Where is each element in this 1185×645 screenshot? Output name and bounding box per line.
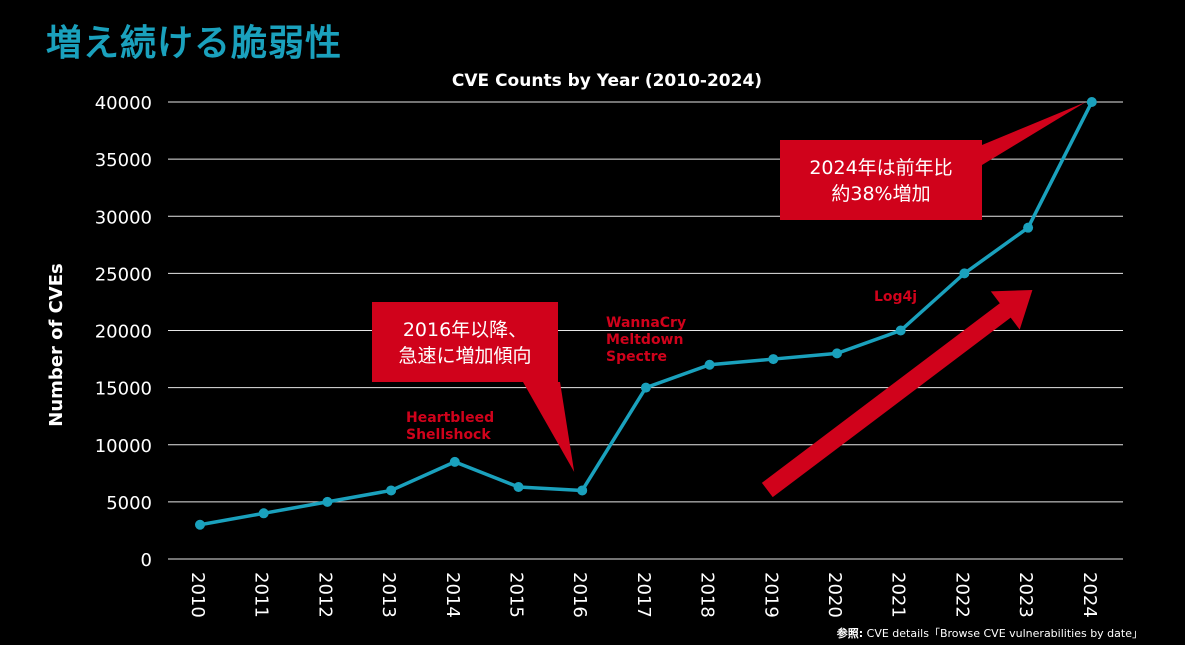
callout-line: 約38%増加	[831, 183, 930, 205]
x-tick-label: 2020	[824, 572, 845, 618]
data-series	[195, 97, 1097, 530]
callout-line: 2024年は前年比	[809, 157, 952, 179]
x-tick-label: 2017	[633, 572, 654, 618]
callout-growth2024: 2024年は前年比約38%増加	[780, 102, 1086, 220]
callout-pointer	[523, 382, 575, 472]
data-point-2010	[195, 519, 205, 530]
data-point-2011	[258, 508, 269, 519]
data-point-2019	[768, 354, 779, 365]
callout-line: 2016年以降、	[403, 319, 527, 341]
x-tick-label: 2011	[251, 572, 272, 618]
data-point-2012	[322, 496, 333, 507]
event-label-2017: WannaCry Meltdown Spectre	[606, 315, 686, 365]
y-tick-labels: 0 5000 10000 15000 20000 25000 30000 35000 40000	[95, 93, 152, 571]
x-tick-label: 2021	[888, 572, 909, 618]
event-line: Meltdown	[606, 332, 683, 348]
callouts: 2016年以降、急速に増加傾向 2024年は前年比約38%増加	[372, 102, 1086, 472]
data-point-2021	[895, 325, 906, 336]
callout-box	[372, 302, 558, 382]
y-tick-label: 10000	[95, 436, 152, 457]
x-tick-label: 2019	[760, 572, 781, 618]
x-tick-label: 2024	[1079, 572, 1100, 618]
callout-box	[780, 140, 982, 220]
data-point-2015	[513, 482, 524, 493]
y-tick-label: 0	[141, 550, 152, 571]
event-line: Heartbleed	[406, 410, 494, 426]
x-tick-label: 2015	[506, 572, 527, 618]
callout-line: 急速に増加傾向	[398, 345, 531, 367]
event-label-2014: Heartbleed Shellshock	[406, 410, 494, 443]
y-tick-label: 20000	[95, 322, 152, 343]
source-prefix: 参照:	[836, 627, 864, 640]
source-note: 参照: CVE details「Browse CVE vulnerabiliti…	[837, 625, 1143, 641]
event-line: Spectre	[606, 349, 667, 365]
source-text: CVE details「Browse CVE vulnerabilities b…	[866, 627, 1143, 640]
data-point-2017	[640, 382, 651, 393]
event-labels: Heartbleed Shellshock WannaCry Meltdown Spec…	[406, 289, 917, 443]
x-tick-labels: 2010 2011 2012 2013 2014 2015 2016 2017 2018 2019…	[187, 572, 1100, 618]
callout-trend2016: 2016年以降、急速に増加傾向	[372, 302, 575, 472]
slide-title: 増え続ける脆弱性	[46, 23, 343, 64]
y-axis-label: Number of CVEs	[46, 263, 67, 427]
event-line: Shellshock	[406, 427, 491, 443]
x-tick-label: 2023	[1015, 572, 1036, 618]
trend-arrow-group	[761, 290, 1033, 498]
event-line: WannaCry	[606, 315, 686, 331]
data-point-2022	[959, 268, 970, 279]
callout-pointer	[982, 102, 1086, 165]
y-tick-label: 25000	[95, 264, 152, 285]
y-tick-label: 35000	[95, 150, 152, 171]
event-label-2021: Log4j	[874, 289, 917, 305]
event-line: Log4j	[874, 289, 917, 305]
data-point-2023	[1023, 222, 1034, 233]
data-point-2013	[386, 485, 397, 496]
trend-arrow	[761, 290, 1033, 498]
y-tick-label: 5000	[106, 493, 152, 514]
data-point-2018	[704, 359, 715, 370]
x-tick-label: 2012	[314, 572, 335, 618]
data-point-2016	[577, 485, 588, 496]
x-tick-label: 2010	[187, 572, 208, 618]
data-point-2024	[1086, 97, 1097, 107]
chart-title: CVE Counts by Year (2010-2024)	[452, 71, 762, 91]
data-point-2014	[449, 456, 460, 467]
x-tick-label: 2013	[378, 572, 399, 618]
x-tick-label: 2016	[569, 572, 590, 618]
x-tick-label: 2018	[697, 572, 718, 618]
data-point-2020	[832, 348, 842, 359]
x-tick-label: 2014	[442, 572, 463, 618]
y-tick-label: 15000	[95, 379, 152, 400]
x-tick-label: 2022	[951, 572, 972, 618]
callout-text: 2024年は前年比約38%増加	[809, 157, 952, 205]
y-tick-label: 30000	[95, 207, 152, 228]
callout-text: 2016年以降、急速に増加傾向	[398, 319, 531, 367]
y-tick-label: 40000	[95, 93, 152, 114]
